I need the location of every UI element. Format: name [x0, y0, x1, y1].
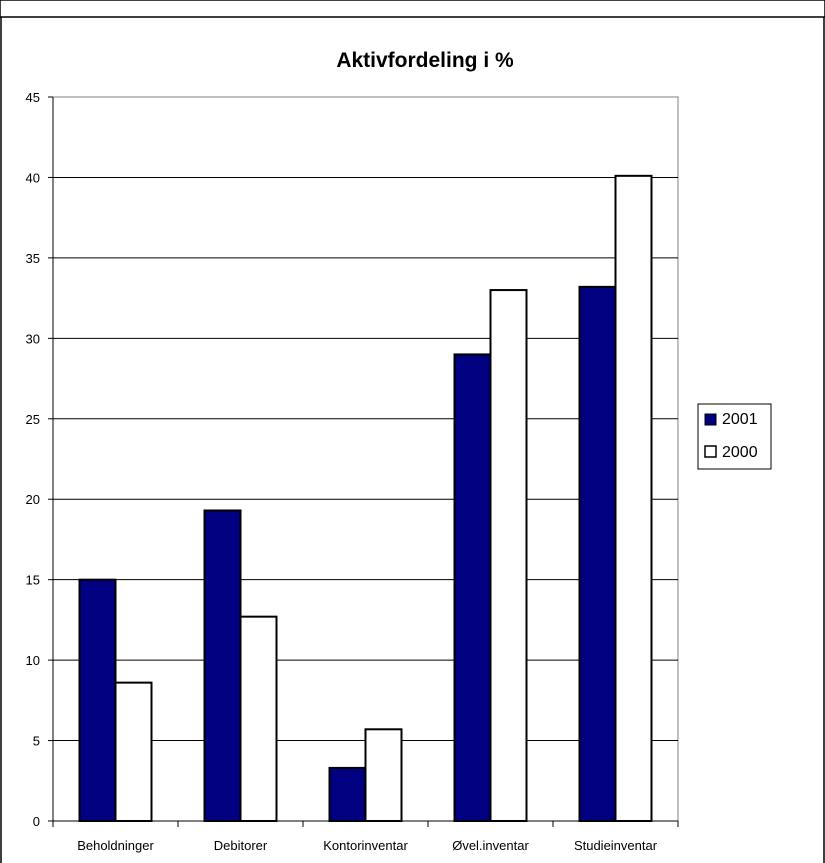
- y-tick-label: 35: [26, 251, 40, 266]
- bar-2000-0: [114, 681, 153, 822]
- x-tick-label: Kontorinventar: [323, 838, 408, 853]
- y-tick-label: 25: [26, 412, 40, 427]
- bar-2000-1: [239, 615, 278, 822]
- legend: 2001 2000: [697, 403, 772, 470]
- legend-swatch-2000: [704, 445, 717, 458]
- x-tick-label: Øvel.inventar: [452, 838, 529, 853]
- axes: [52, 97, 679, 827]
- chart-top-frame-line: [0, 0, 825, 18]
- bar-2000-2: [364, 728, 403, 822]
- x-axis-labels: Beholdninger Debitorer Kontorinventar Øvel.…: [77, 838, 658, 853]
- bar-2001-2: [328, 766, 367, 823]
- x-tick-label: Studieinventar: [574, 838, 658, 853]
- y-tick-label: 20: [26, 492, 40, 507]
- y-tick-label: 30: [26, 331, 40, 346]
- chart-title: Aktivfordeling i %: [336, 49, 514, 72]
- y-tick-label: 0: [33, 814, 40, 829]
- bars: [78, 174, 653, 823]
- y-tick-label: 15: [26, 573, 40, 588]
- y-tick-label: 5: [33, 734, 40, 749]
- bar-2001-3: [453, 353, 492, 822]
- bar-2000-4: [614, 174, 653, 822]
- y-tick-label: 45: [26, 90, 40, 105]
- bar-2001-1: [203, 509, 242, 822]
- bar-2001-0: [78, 578, 117, 823]
- legend-label-2000: 2000: [722, 444, 758, 461]
- y-axis-ticks: 0 5 10 15 20 25 30 35 40 45: [26, 90, 53, 829]
- bar-2001-4: [578, 285, 617, 822]
- x-tick-label: Debitorer: [214, 838, 268, 853]
- y-tick-label: 40: [26, 170, 40, 185]
- legend-label-2001: 2001: [722, 411, 758, 428]
- y-tick-label: 10: [26, 653, 40, 668]
- bar-2000-3: [489, 289, 528, 823]
- legend-swatch-2001: [704, 413, 717, 426]
- x-tick-label: Beholdninger: [77, 838, 154, 853]
